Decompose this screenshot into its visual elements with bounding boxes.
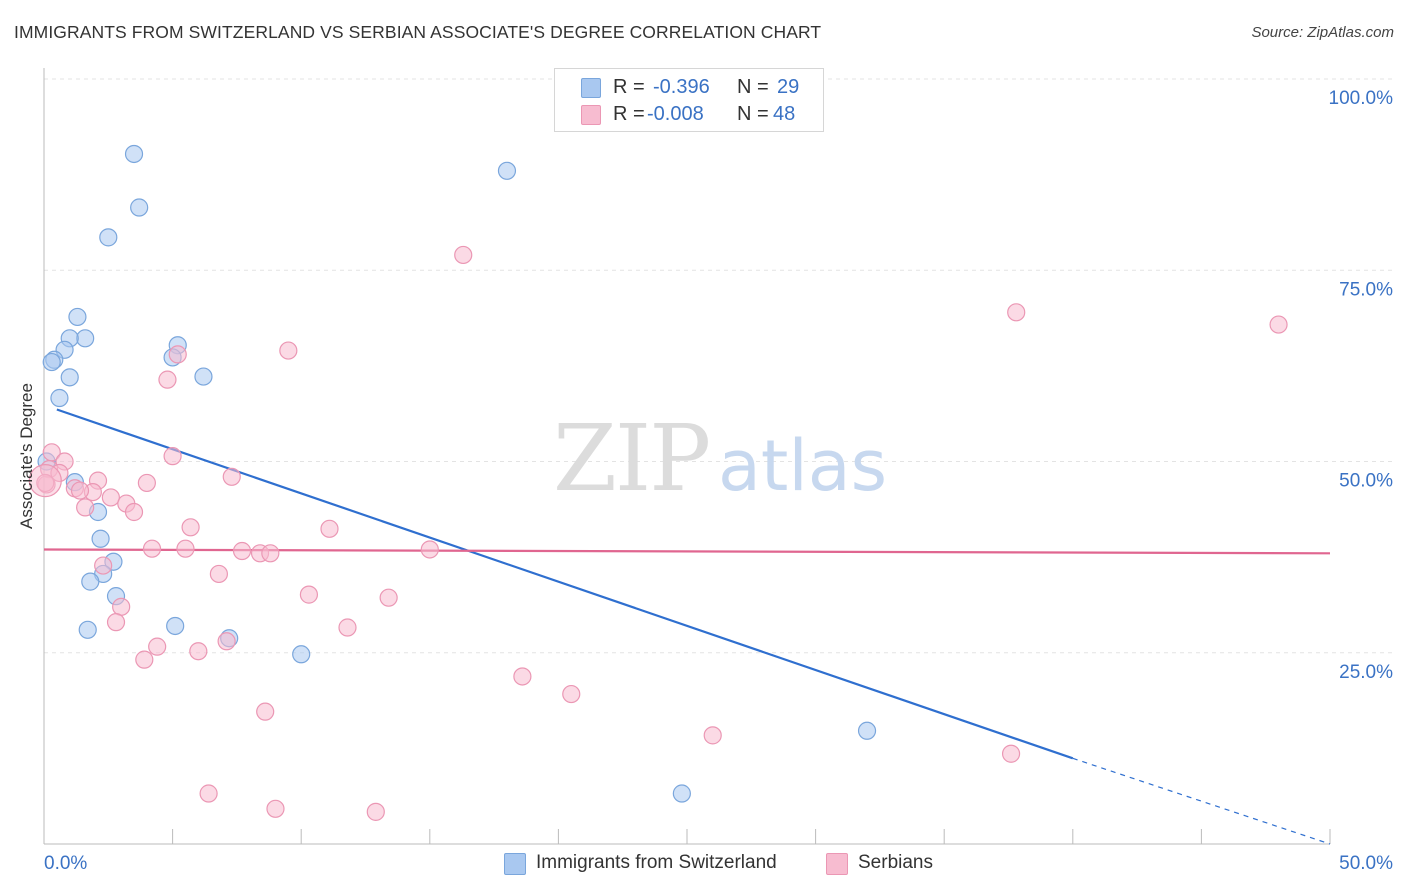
point-serbians <box>176 539 195 558</box>
watermark-atlas: atlas <box>718 425 887 507</box>
legend-swatch-serbians <box>826 853 848 875</box>
legend-n-value: 48 <box>773 103 796 125</box>
point-serbians <box>266 799 285 818</box>
point-serbians <box>338 618 357 637</box>
point-switzerland <box>672 784 691 803</box>
point-serbians <box>320 519 339 538</box>
point-serbians <box>181 518 200 537</box>
point-switzerland <box>68 307 87 327</box>
point-serbians <box>163 447 182 466</box>
point-serbians <box>379 588 398 607</box>
point-switzerland <box>81 572 100 591</box>
legend-swatch-serbians <box>581 105 601 125</box>
y-tick-label: 25.0% <box>1339 662 1393 683</box>
point-serbians <box>148 637 167 656</box>
watermark-zip: ZIP <box>553 405 709 512</box>
point-switzerland <box>99 228 118 247</box>
legend-swatch-switzerland <box>581 78 601 98</box>
point-serbians <box>168 345 187 364</box>
y-tick-label: 50.0% <box>1339 471 1393 492</box>
legend-n-label: N = <box>737 76 769 98</box>
correlation-legend: R = -0.396 N = 29 R = -0.008 N = 48 <box>554 68 824 132</box>
legend-label-serbians: Serbians <box>858 852 933 873</box>
legend-swatch-switzerland <box>504 853 526 875</box>
point-serbians <box>189 642 208 661</box>
legend-n-value: 29 <box>777 76 800 98</box>
point-switzerland <box>78 620 97 639</box>
source-label: Source: ZipAtlas.com <box>1251 24 1394 41</box>
point-switzerland <box>91 529 110 548</box>
point-serbians <box>135 650 154 669</box>
point-switzerland <box>857 721 877 740</box>
point-serbians <box>209 564 228 584</box>
watermark: ZIP atlas <box>553 405 887 512</box>
point-serbians <box>137 473 156 493</box>
x-tick-label: 50.0% <box>1339 853 1393 874</box>
point-serbians <box>70 481 90 500</box>
y-tick-label: 75.0% <box>1339 279 1393 300</box>
point-serbians <box>76 498 95 517</box>
point-serbians <box>1269 315 1288 334</box>
point-serbians <box>101 488 120 507</box>
point-serbians <box>112 597 131 616</box>
legend-row-switzerland: R = -0.396 N = 29 <box>555 75 823 101</box>
point-switzerland <box>166 616 185 636</box>
legend-r-value: -0.008 <box>647 103 704 125</box>
point-switzerland <box>76 329 95 348</box>
point-serbians <box>256 702 275 721</box>
y-axis-label: Associate's Degree <box>17 383 36 529</box>
point-serbians <box>562 684 581 704</box>
point-serbians <box>299 585 319 604</box>
point-serbians <box>366 802 385 821</box>
point-serbians <box>106 613 126 632</box>
point-serbians <box>513 667 532 686</box>
point-serbians <box>420 540 439 559</box>
legend-row-serbians: R = -0.008 N = 48 <box>555 102 823 128</box>
legend-n-label: N = <box>737 103 769 125</box>
legend-r-label: R = <box>613 103 645 125</box>
point-switzerland <box>124 144 144 164</box>
point-switzerland <box>497 161 517 180</box>
point-serbians <box>703 726 722 745</box>
point-switzerland <box>130 198 149 217</box>
point-serbians <box>1007 303 1026 322</box>
point-serbians <box>28 464 62 498</box>
point-serbians <box>222 467 241 486</box>
gridlines <box>44 78 1392 654</box>
point-switzerland <box>42 352 61 372</box>
point-serbians <box>142 539 162 558</box>
legend-label-switzerland: Immigrants from Switzerland <box>536 852 777 873</box>
legend-r-label: R = <box>613 76 645 98</box>
legend-r-value: -0.396 <box>653 76 710 98</box>
point-serbians <box>279 341 298 360</box>
point-serbians <box>1001 744 1021 763</box>
x-tick-label: 0.0% <box>44 853 87 874</box>
point-serbians <box>199 784 218 803</box>
point-serbians <box>158 370 177 389</box>
point-serbians <box>232 541 252 561</box>
point-switzerland <box>292 645 311 664</box>
tick-labels: 100.0% 75.0% 50.0% 25.0% 0.0% 50.0% <box>44 88 1393 874</box>
chart-title: IMMIGRANTS FROM SWITZERLAND VS SERBIAN A… <box>14 22 822 42</box>
point-serbians <box>124 502 144 522</box>
point-switzerland <box>50 388 69 408</box>
point-serbians <box>454 245 473 265</box>
y-tick-label: 100.0% <box>1329 88 1394 109</box>
point-serbians <box>261 544 280 563</box>
trendline-switzerland <box>56 408 1074 760</box>
point-serbians <box>94 556 113 575</box>
point-switzerland <box>194 367 213 386</box>
data-points <box>28 144 1288 821</box>
point-switzerland <box>60 368 79 387</box>
point-serbians <box>217 632 236 651</box>
